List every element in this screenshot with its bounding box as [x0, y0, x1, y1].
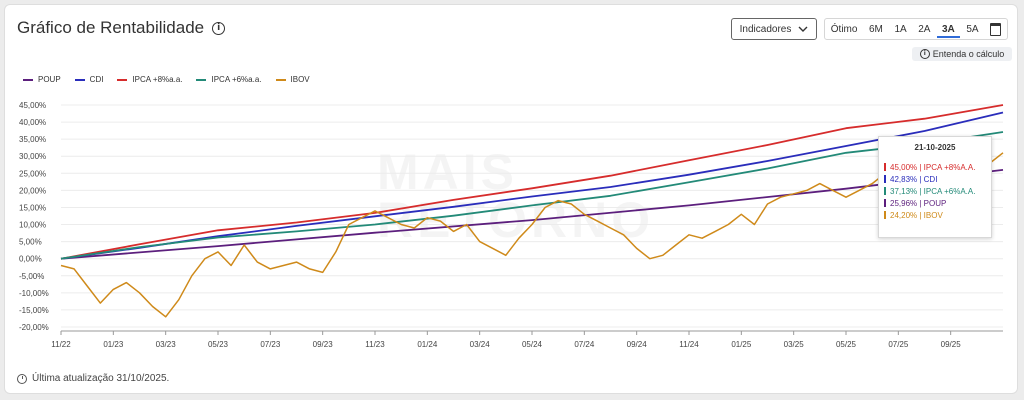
clock-icon	[17, 373, 27, 384]
period-6m[interactable]: 6M	[868, 23, 883, 35]
legend-item-ipca8[interactable]: IPCA +8%a.a.	[117, 75, 182, 84]
series-line-ibov	[60, 152, 1004, 318]
chart-title-group: Gráfico de Rentabilidade i	[17, 18, 226, 38]
y-tick-label: 45,00%	[19, 101, 46, 110]
legend-label-ibov: IBOV	[290, 75, 310, 84]
y-tick-label: 20,00%	[19, 186, 46, 195]
tooltip-marker	[884, 175, 886, 183]
tooltip-date: 21-10-2025	[914, 143, 956, 152]
y-tick-label: 5,00%	[19, 238, 42, 247]
series-line-poup	[60, 169, 1004, 260]
indicators-label: Indicadores	[739, 23, 792, 35]
tooltip-marker	[884, 187, 886, 195]
period-otimo[interactable]: Ótimo	[830, 23, 858, 35]
indicators-dropdown[interactable]: Indicadores	[731, 18, 817, 40]
series-line-cdi	[60, 111, 1004, 260]
series-line-ipca-8-a-a-	[60, 104, 1004, 260]
entenda-label: Entenda o cálculo	[932, 49, 1005, 59]
y-tick-label: 25,00%	[19, 169, 46, 178]
returns-line-chart: 45,00% 40,00% 35,00% 30,00% 25,00% 20,00% 15,0…	[19, 101, 1004, 349]
x-tick-label: 11/22	[51, 340, 71, 349]
x-tick-label: 11/24	[679, 340, 699, 349]
legend-item-ipca6[interactable]: IPCA +6%a.a.	[196, 75, 262, 84]
legend-item-poup[interactable]: POUP	[23, 75, 61, 84]
chart-legend: POUP CDI IPCA +8%a.a. IPCA +6%a.a. IBOV	[23, 75, 310, 84]
x-tick-label: 01/25	[731, 340, 752, 349]
period-selector: Ótimo 6M 1A 2A 3A 5A	[824, 18, 1008, 40]
legend-swatch-ibov	[275, 78, 286, 81]
x-tick-label: 07/25	[888, 340, 909, 349]
legend-item-ibov[interactable]: IBOV	[275, 75, 310, 84]
x-tick-label: 01/23	[103, 340, 124, 349]
y-tick-label: 10,00%	[19, 221, 46, 230]
legend-swatch-cdi	[74, 78, 85, 81]
watermark-logo: MAIS RETORNO	[377, 147, 654, 245]
tooltip-marker	[884, 211, 886, 219]
chevron-down-icon	[798, 26, 808, 32]
x-tick-label: 03/23	[156, 340, 177, 349]
x-tick-label: 03/24	[470, 340, 491, 349]
legend-label-cdi: CDI	[89, 75, 104, 84]
y-tick-label: -20,00%	[19, 323, 49, 332]
tooltip-row: 24,20% | IBOV	[884, 209, 991, 221]
tooltip-row: 45,00% | IPCA +8%A.A.	[884, 161, 991, 173]
last-update: Última atualização 31/10/2025.	[17, 373, 169, 384]
x-tick-label: 09/23	[313, 340, 334, 349]
legend-label-ipca8: IPCA +8%a.a.	[132, 75, 183, 84]
x-tick-label: 07/23	[260, 340, 281, 349]
info-small-icon: i	[919, 49, 930, 59]
y-tick-label: 15,00%	[19, 203, 46, 212]
x-tick-label: 09/24	[627, 340, 648, 349]
legend-swatch-ipca6	[196, 78, 207, 81]
chart-card: MAIS RETORNO Gráfico de Rentabilidade i …	[4, 4, 1018, 394]
calendar-button[interactable]	[989, 19, 1002, 39]
x-tick-label: 01/24	[417, 340, 438, 349]
y-tick-label: 0,00%	[19, 255, 42, 264]
x-tick-label: 05/23	[208, 340, 229, 349]
legend-swatch-poup	[23, 78, 33, 81]
y-tick-label: -15,00%	[19, 306, 49, 315]
y-tick-label: 40,00%	[19, 118, 46, 127]
x-tick-label: 05/25	[836, 340, 857, 349]
entenda-calculo-link[interactable]: i Entenda o cálculo	[912, 47, 1012, 61]
page-title: Gráfico de Rentabilidade	[17, 18, 205, 37]
tooltip-row: 25,96% | POUP	[884, 197, 991, 209]
period-2a[interactable]: 2A	[918, 23, 931, 35]
period-3a[interactable]: 3A	[937, 19, 960, 39]
tooltip-value: 25,96% | POUP	[890, 198, 947, 208]
tooltip-value: 45,00% | IPCA +8%A.A.	[890, 162, 976, 172]
tooltip-value: 24,20% | IBOV	[890, 210, 943, 220]
x-tick-label: 07/24	[574, 340, 595, 349]
x-tick-label: 05/24	[522, 340, 543, 349]
tooltip-value: 42,83% | CDI	[890, 174, 938, 184]
period-5a[interactable]: 5A	[966, 23, 979, 35]
y-tick-label: 30,00%	[19, 152, 46, 161]
tooltip-marker	[884, 163, 886, 171]
y-tick-label: 35,00%	[19, 135, 46, 144]
last-update-text: Última atualização 31/10/2025.	[32, 373, 170, 384]
legend-label-ipca6: IPCA +6%a.a.	[211, 75, 262, 84]
legend-label-poup: POUP	[38, 75, 61, 84]
legend-swatch-ipca8	[117, 78, 128, 81]
tooltip-row: 37,13% | IPCA +6%A.A.	[884, 185, 991, 197]
tooltip-marker	[884, 199, 886, 207]
series-line-ipca-6-a-a-	[60, 131, 1004, 260]
x-tick-label: 09/25	[941, 340, 962, 349]
info-icon[interactable]: i	[212, 21, 226, 35]
x-tick-label: 03/25	[784, 340, 805, 349]
tooltip-row: 42,83% | CDI	[884, 173, 991, 185]
tooltip-value: 37,13% | IPCA +6%A.A.	[890, 186, 976, 196]
x-tick-label: 11/23	[365, 340, 385, 349]
period-1a[interactable]: 1A	[894, 23, 907, 35]
chart-tooltip: 21-10-2025 45,00% | IPCA +8%A.A. 42,83% …	[878, 136, 992, 238]
y-tick-label: -10,00%	[19, 289, 49, 298]
legend-item-cdi[interactable]: CDI	[74, 75, 104, 84]
y-tick-label: -5,00%	[19, 272, 44, 281]
calendar-icon	[990, 22, 1002, 36]
